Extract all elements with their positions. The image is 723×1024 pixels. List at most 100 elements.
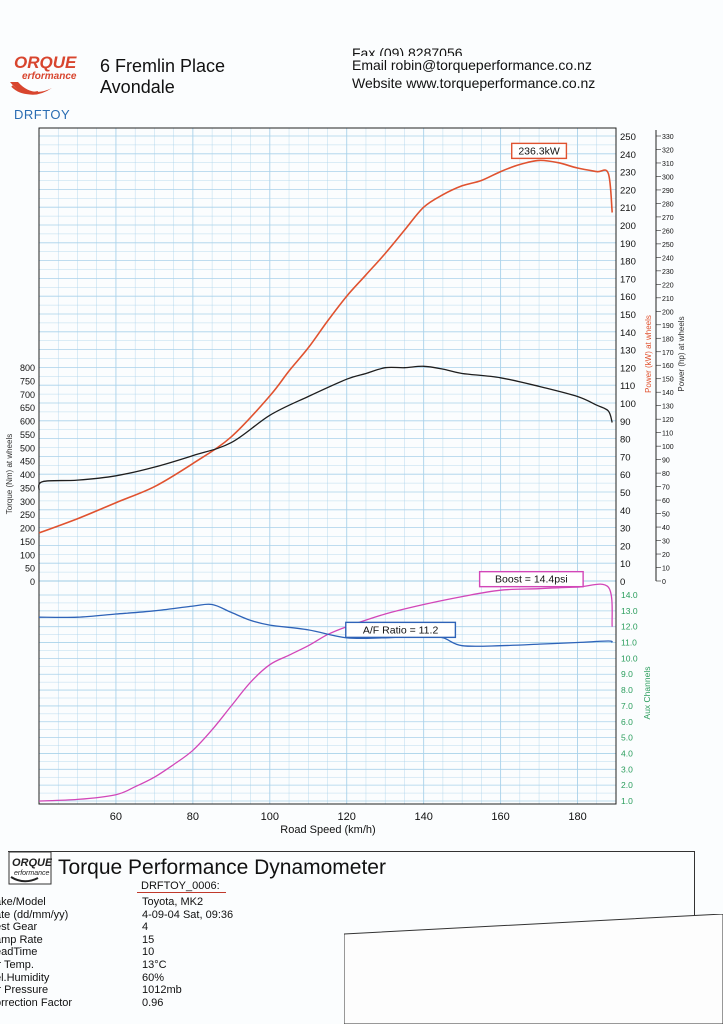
annotation-afr-text: A/F Ratio = 11.2 [363, 624, 439, 636]
power-kw-tick-label: 40 [620, 506, 631, 517]
logo-text-torque: ORQUE [14, 53, 77, 72]
torque-tick-label: 750 [20, 376, 35, 386]
aux-tick-label: 10.0 [621, 653, 638, 663]
field-value: 13°C [142, 958, 167, 971]
aux-tick-label: 13.0 [621, 606, 638, 616]
plot-frame [38, 127, 617, 805]
run-name: DRFTOY [14, 107, 71, 122]
aux-tick-label: 7.0 [621, 701, 633, 711]
x-tick-label: 160 [491, 811, 509, 823]
torque-tick-label: 500 [20, 443, 35, 453]
address-line-2: Avondale [100, 77, 175, 97]
torque-axis-label: Torque (Nm) at wheels [5, 434, 14, 514]
power-kw-tick-label: 170 [620, 274, 636, 285]
power-hp-tick-label: 240 [662, 255, 674, 262]
power-hp-tick-label: 210 [662, 296, 674, 303]
power-hp-tick-label: 250 [662, 242, 674, 249]
field-value: 4-09-04 Sat, 09:36 [142, 908, 234, 921]
power-hp-tick-label: 140 [662, 390, 674, 397]
power-hp-tick-label: 290 [662, 188, 674, 195]
annotation-peak-power-text: 236.3kW [518, 145, 560, 157]
logo-swoosh-icon [10, 82, 52, 95]
torque-tick-label: 550 [20, 430, 35, 440]
power-hp-tick-label: 190 [662, 323, 674, 330]
power-kw-tick-label: 110 [620, 381, 635, 392]
torque-tick-label: 200 [20, 524, 35, 534]
x-axis-label: Road Speed (km/h) [280, 824, 375, 836]
aux-tick-label: 8.0 [621, 685, 633, 695]
field-label: amp Rate [0, 933, 43, 946]
fax-line: Fax (09) 8287056 [352, 45, 463, 56]
field-value: 4 [142, 921, 149, 934]
power-kw-tick-label: 100 [620, 399, 636, 410]
aux-tick-label: 2.0 [621, 780, 633, 790]
report-id: DRFTOY_0006: [137, 880, 226, 893]
aux-tick-label: 14.0 [621, 590, 638, 600]
annotation-afr-box [345, 621, 457, 639]
field-label: ir Temp. [0, 958, 34, 971]
power-hp-tick-label: 20 [662, 552, 670, 559]
power-kw-tick-label: 90 [620, 417, 631, 428]
power-kw-tick-label: 140 [620, 328, 636, 339]
power-kw-tick-label: 230 [620, 168, 636, 179]
power-hp-tick-label: 180 [662, 336, 674, 343]
field-value: 10 [142, 946, 155, 959]
company-contact: Fax (09) 8287056 Email robin@torqueperfo… [352, 45, 596, 92]
x-tick-label: 60 [110, 811, 122, 823]
website-line: Website www.torqueperformance.co.nz [352, 75, 596, 91]
annotation-boost-box [478, 570, 584, 588]
series-line-power [38, 159, 613, 534]
aux-tick-label: 9.0 [621, 669, 633, 679]
aux-tick-label: 4.0 [621, 748, 633, 758]
power-kw-tick-label: 60 [620, 470, 631, 481]
aux-tick-label: 11.0 [621, 638, 637, 648]
x-tick-label: 120 [338, 811, 356, 823]
aux-axis-label: Aux Channels [642, 667, 652, 720]
annotation-boost-text: Boost = 14.4psi [495, 574, 568, 586]
power-kw-tick-label: 190 [620, 239, 636, 250]
power-hp-tick-label: 110 [662, 431, 673, 438]
torque-tick-label: 650 [20, 403, 35, 413]
power-hp-tick-label: 280 [662, 201, 674, 208]
power-kw-tick-label: 80 [620, 435, 631, 446]
chart-series [38, 159, 613, 802]
torque-tick-label: 0 [30, 577, 35, 587]
power-hp-tick-label: 30 [662, 539, 670, 546]
power-hp-tick-label: 170 [662, 350, 674, 357]
torque-tick-label: 800 [20, 363, 35, 373]
field-value: 15 [142, 933, 155, 946]
footer-logo-text-performance: erformance [14, 870, 50, 877]
footer-logo-swoosh-icon [10, 876, 39, 883]
torque-tick-label: 350 [20, 483, 35, 493]
footer-logo: ORQUE erformance [8, 851, 52, 885]
power-hp-tick-label: 310 [662, 161, 674, 168]
footer-logo-text-torque: ORQUE [12, 857, 52, 869]
power-hp-tick-label: 130 [662, 404, 674, 411]
torque-tick-label: 250 [20, 510, 35, 520]
power-hp-tick-label: 10 [662, 566, 670, 573]
torque-performance-logo: ORQUE erformance [10, 53, 77, 95]
field-value: 60% [142, 971, 165, 984]
power-kw-tick-label: 10 [620, 559, 631, 570]
power-hp-axis-label: Power (hp) at wheels [677, 316, 686, 391]
power-kw-tick-label: 240 [620, 150, 636, 161]
field-label: el.Humidity [0, 971, 50, 984]
field-label: est Gear [0, 921, 38, 934]
power-kw-tick-label: 160 [620, 292, 636, 303]
power-hp-tick-label: 260 [662, 228, 674, 235]
x-tick-label: 140 [414, 811, 432, 823]
aux-tick-label: 3.0 [621, 764, 633, 774]
power-hp-tick-label: 320 [662, 147, 674, 154]
overlapping-paper-sheet [344, 914, 723, 1024]
field-value: 1012mb [142, 984, 182, 997]
torque-tick-label: 450 [20, 457, 35, 467]
series-line-boost [38, 583, 613, 802]
x-tick-label: 180 [568, 811, 586, 823]
power-hp-tick-label: 90 [662, 458, 670, 465]
x-tick-label: 80 [187, 811, 199, 823]
series-line-afr [38, 603, 613, 648]
